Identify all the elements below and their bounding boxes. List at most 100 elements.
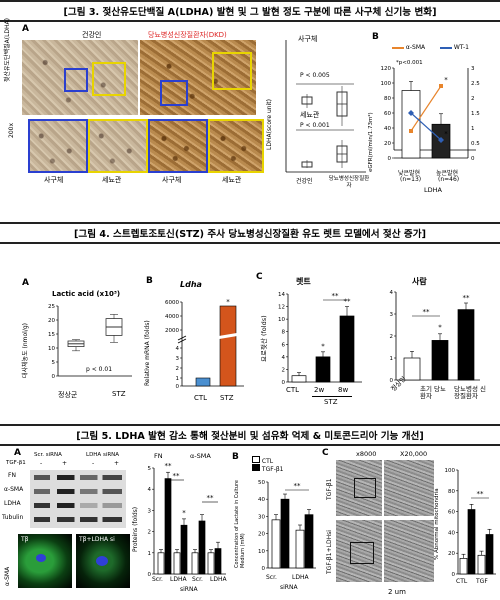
band-sma xyxy=(34,489,122,494)
y-tick-label: 50 xyxy=(258,480,265,486)
glomerulus-label-2: 사구체 xyxy=(162,176,182,184)
y-tick-label: 100 xyxy=(445,468,456,474)
bar-ctl xyxy=(157,552,165,575)
wb-sign-3: - xyxy=(92,460,95,467)
y2-tick-label: 2.5 xyxy=(471,81,480,87)
y2-tick-label: 2 xyxy=(471,96,475,102)
fig5b-ylabel: Concentration of Lactate in Culture Medi… xyxy=(234,480,246,568)
bar-human-2 xyxy=(457,309,475,381)
em-zoom-box xyxy=(350,542,374,564)
y-tick-label: 2000 xyxy=(165,328,179,334)
fig4a-x2: STZ xyxy=(112,390,126,398)
significance-mark: * xyxy=(226,298,230,306)
fig3b-n2: (n=46) xyxy=(438,176,460,183)
significance-mark: * xyxy=(444,130,448,138)
bar-tgf xyxy=(304,514,314,569)
axis-break xyxy=(177,338,187,344)
y-tick-label: 20 xyxy=(48,318,55,324)
y-tick-label: 12 xyxy=(278,305,285,311)
fig5a-xtitle: siRNA xyxy=(180,586,198,593)
fig4c-x-8w: 8w xyxy=(338,386,349,394)
significance-mark: ** xyxy=(294,482,302,490)
y-tick-label: 2 xyxy=(148,530,152,536)
y-tick-label: 8 xyxy=(282,330,286,336)
inset-box-yellow xyxy=(92,62,126,96)
healthy-overview-micrograph xyxy=(22,40,138,115)
fig4h-x2: 초기 당뇨환자 xyxy=(420,385,446,400)
fig5b-x1: Scr. xyxy=(266,574,277,581)
if-image-tb-ldha: Tβ+LDHA si xyxy=(76,534,130,588)
em-scale: 2 um xyxy=(388,588,406,596)
bar-ctl xyxy=(459,558,468,575)
nucleus xyxy=(96,556,108,566)
y-tick-label: 0 xyxy=(262,566,266,572)
wb-row-tubulin: Tubulin xyxy=(2,514,24,521)
fig5c-x2: TGF xyxy=(476,578,488,585)
bar-ctl xyxy=(191,552,199,575)
fig4c-x-2w: 2w xyxy=(314,386,325,394)
fig5a-sma-label: α-SMA xyxy=(190,452,211,460)
y-tick-label: 20 xyxy=(448,551,455,557)
y-tick-label: 1 xyxy=(390,356,394,362)
significance-mark: ** xyxy=(477,490,485,498)
em-zoom-box xyxy=(354,478,376,498)
y-tick-label: 2 xyxy=(176,366,180,372)
dkd-overview-micrograph xyxy=(140,40,256,115)
y-tick-label: 1 xyxy=(148,551,152,557)
bar-ctl xyxy=(207,552,215,575)
fig5b-xtitle: siRNA xyxy=(280,584,298,591)
fig5-title: [그림 5. LDHA 발현 감소 통해 젖산분비 및 섬유화 억제 & 미토콘… xyxy=(76,431,424,442)
fig5-panel-c-label: C xyxy=(322,448,329,458)
box-dkd-glom xyxy=(336,86,348,126)
fig4a-p: p < 0.01 xyxy=(86,366,113,373)
significance-mark: * xyxy=(444,76,448,84)
wb-header-scr: Scr. siRNA xyxy=(34,452,62,458)
fig5c-x1: CTL xyxy=(456,578,468,585)
box-healthy-tubule xyxy=(301,160,313,168)
bar-human-0 xyxy=(403,357,421,381)
wt1-point xyxy=(438,137,444,143)
fig4a-title: Lactic acid (x10³) xyxy=(52,290,121,298)
significance-mark: ** xyxy=(344,297,352,305)
wb-row-fn: FN xyxy=(8,472,16,479)
sma-point xyxy=(409,129,413,133)
significance-mark: ** xyxy=(423,308,431,316)
y-tick-label: 30 xyxy=(258,514,265,520)
tubule-label-2: 세뇨관 xyxy=(222,176,242,184)
em-tgf-ldhsi-x20000 xyxy=(384,520,434,582)
y-tick-label: 10 xyxy=(258,549,265,555)
if-label: α-SMA xyxy=(4,566,11,586)
western-blot-image xyxy=(30,470,126,528)
wb-row-sma: α-SMA xyxy=(4,486,24,493)
wb-header-ldha: LDHA siRNA xyxy=(86,452,120,458)
y-tick-label: 15 xyxy=(48,332,55,338)
y-tick-label: 4 xyxy=(176,346,180,352)
y-tick-label: 10 xyxy=(278,317,285,323)
fig3-title-banner: [그림 3. 젖산유도단백질 A(LDHA) 발현 및 그 발현 정도 구분에 … xyxy=(0,0,500,22)
em-row2-label: TGF-β1+LDHsi xyxy=(326,530,333,574)
wb-tgf-label: TGF-β1 xyxy=(6,460,26,466)
fig5c-ylabel: % Abnormal mitochondria xyxy=(434,488,440,560)
fig3-title: [그림 3. 젖산유도단백질 A(LDHA) 발현 및 그 발현 정도 구분에 … xyxy=(63,7,437,18)
fig4b-title: Ldha xyxy=(180,280,202,289)
y-tick-label: 0 xyxy=(148,572,152,576)
wb-sign-4: + xyxy=(114,460,120,467)
bar-ctl xyxy=(271,519,281,569)
fig4b-x2: STZ xyxy=(220,394,234,402)
fig4-panel-c-label: C xyxy=(256,272,263,282)
y-tick-label: 0 xyxy=(390,378,394,382)
fig3-col-dkd: 당뇨병성신장질환자(DKD) xyxy=(148,31,227,39)
significance-mark: ** xyxy=(173,472,181,480)
box-ylabel: LDHA(score unit) xyxy=(266,99,273,150)
band-ldha xyxy=(34,503,122,508)
fig5a-x3: Scr. xyxy=(192,576,203,583)
bar-tgf xyxy=(198,520,206,575)
fig3-col-healthy: 건강인 xyxy=(82,31,102,39)
fig4-title: [그림 4. 스트렙토조토신(STZ) 주사 당뇨병성신장질환 유도 렛트 모델… xyxy=(74,229,426,240)
y-tick-label: 0 xyxy=(52,374,56,380)
y-tick-label: 60 xyxy=(448,510,455,516)
fig5b-bar-chart: 50 40 30 20 10 0 ** xyxy=(258,480,316,572)
